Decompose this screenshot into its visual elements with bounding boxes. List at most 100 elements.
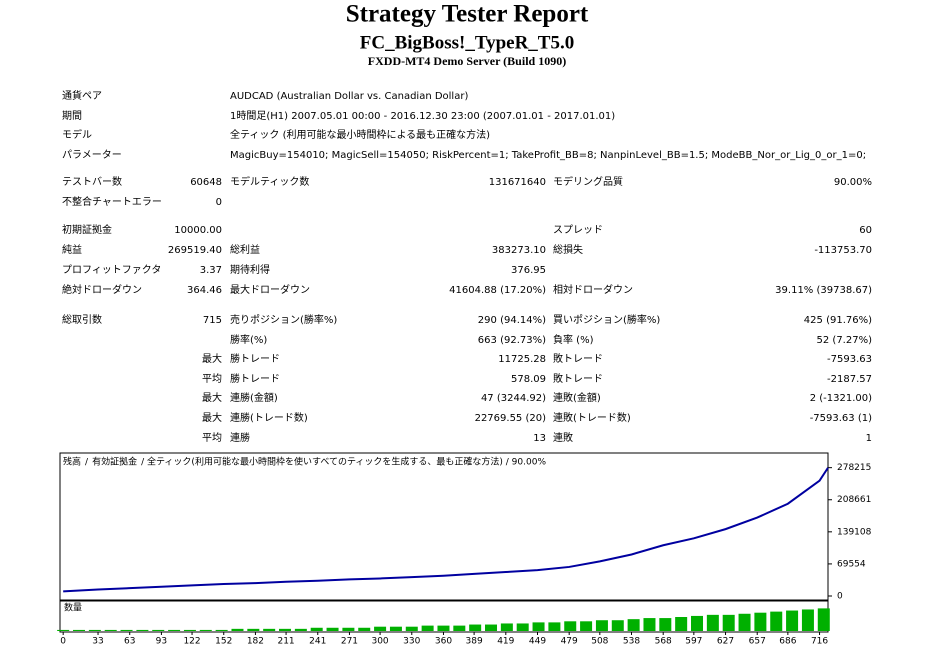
volume-bar bbox=[294, 628, 307, 631]
y-tick-label: 278215 bbox=[837, 463, 871, 473]
cell: 絶対ドローダウン bbox=[62, 283, 142, 296]
x-tick-label: 93 bbox=[156, 637, 167, 647]
server: FXDD-MT4 Demo Server (Build 1090) bbox=[368, 54, 566, 68]
cell: 買いポジション(勝率%) bbox=[553, 313, 660, 326]
info-label: モデル bbox=[62, 128, 92, 141]
cell: 総利益 bbox=[230, 243, 260, 256]
volume-bar bbox=[152, 629, 165, 631]
volume-bar bbox=[643, 618, 656, 631]
cell: 平均 bbox=[202, 373, 222, 385]
volume-bar bbox=[548, 622, 561, 631]
volume-bar bbox=[326, 627, 339, 631]
volume-bar bbox=[168, 629, 181, 631]
legend-item: / 全ティック(利用可能な最小時間枠を使いすべてのティックを生成する、最も正確な… bbox=[141, 456, 546, 468]
cell: -7593.63 (1) bbox=[810, 413, 872, 424]
cell: 敗トレード bbox=[553, 372, 603, 385]
cell: 最大 bbox=[202, 411, 222, 424]
x-tick-label: 657 bbox=[749, 637, 766, 647]
volume-bar bbox=[104, 629, 117, 631]
y-tick-label: 69554 bbox=[837, 559, 866, 569]
x-tick-label: 271 bbox=[341, 637, 358, 647]
volume-bar bbox=[516, 623, 529, 631]
cell: 初期証拠金 bbox=[62, 223, 112, 236]
cell: 47 (3244.92) bbox=[481, 393, 546, 404]
subtitle: FC_BigBoss!_TypeR_T5.0 bbox=[360, 32, 574, 53]
x-tick-label: 419 bbox=[497, 637, 514, 647]
volume-label: 数量 bbox=[64, 602, 82, 614]
cell: 平均 bbox=[202, 432, 222, 444]
cell: 敗トレード bbox=[553, 352, 603, 365]
x-tick-label: 686 bbox=[779, 637, 796, 647]
x-tick-label: 389 bbox=[466, 637, 483, 647]
x-tick-label: 627 bbox=[717, 637, 734, 647]
volume-bar bbox=[136, 629, 149, 631]
cell: モデルティック数 bbox=[230, 175, 309, 188]
legend-item: 残高 bbox=[63, 456, 81, 468]
cell: 364.46 bbox=[187, 285, 222, 296]
info-label: パラメーター bbox=[62, 149, 122, 161]
cell: -2187.57 bbox=[827, 374, 872, 385]
cell: テストバー数 bbox=[62, 175, 122, 188]
x-tick-label: 241 bbox=[309, 637, 326, 647]
cell: 11725.28 bbox=[498, 354, 546, 365]
volume-bar bbox=[627, 619, 640, 631]
volume-bar bbox=[342, 627, 355, 631]
cell: 総取引数 bbox=[62, 313, 102, 326]
cell: 578.09 bbox=[511, 374, 546, 385]
title: Strategy Tester Report bbox=[346, 1, 589, 28]
chart-frame bbox=[59, 452, 829, 601]
volume-bar bbox=[611, 620, 624, 631]
volume-bar bbox=[786, 610, 799, 631]
volume-bar bbox=[310, 627, 323, 631]
volume-bar bbox=[453, 625, 466, 631]
volume-bar bbox=[231, 628, 244, 631]
volume-bar bbox=[88, 629, 101, 631]
cell: 総損失 bbox=[553, 243, 583, 256]
y-tick-label: 208661 bbox=[837, 495, 871, 505]
volume-bar bbox=[595, 620, 608, 631]
info-value: AUDCAD (Australian Dollar vs. Canadian D… bbox=[230, 91, 468, 102]
volume-bar bbox=[722, 614, 735, 631]
cell: 勝トレード bbox=[230, 352, 280, 365]
cell: 90.00% bbox=[834, 177, 872, 188]
x-tick-label: 716 bbox=[811, 637, 828, 647]
cell: 最大ドローダウン bbox=[230, 283, 310, 296]
x-tick-label: 300 bbox=[371, 637, 388, 647]
volume-bar bbox=[247, 628, 260, 631]
volume-bar bbox=[421, 625, 434, 631]
cell: 52 (7.27%) bbox=[817, 335, 873, 346]
volume-bar bbox=[500, 623, 513, 631]
cell: 663 (92.73%) bbox=[478, 335, 546, 346]
x-tick-label: 63 bbox=[124, 637, 135, 647]
cell: 不整合チャートエラー bbox=[62, 195, 162, 208]
volume-bar bbox=[279, 628, 292, 631]
cell: 269519.40 bbox=[168, 245, 222, 256]
cell: 22769.55 (20) bbox=[475, 413, 547, 424]
volume-bar bbox=[706, 614, 719, 631]
cell: 売りポジション(勝率%) bbox=[230, 313, 337, 326]
x-tick-label: 122 bbox=[183, 637, 200, 647]
cell: プロフィットファクタ bbox=[62, 264, 161, 276]
x-tick-label: 360 bbox=[435, 637, 452, 647]
cell: 383273.10 bbox=[492, 245, 546, 256]
x-tick-label: 182 bbox=[247, 637, 264, 647]
cell: 1 bbox=[866, 433, 872, 444]
legend-item: 有効証拠金 bbox=[92, 456, 137, 468]
volume-bar bbox=[405, 626, 418, 631]
info-value: 1時間足(H1) 2007.05.01 00:00 - 2016.12.30 2… bbox=[230, 110, 615, 122]
volume-bar bbox=[532, 622, 545, 631]
volume-bar bbox=[659, 618, 672, 631]
cell: 最大 bbox=[202, 352, 222, 365]
volume-bar bbox=[199, 629, 212, 631]
legend-item: / bbox=[85, 458, 89, 468]
cell: 勝率(%) bbox=[230, 333, 267, 346]
cell: 715 bbox=[203, 315, 222, 326]
cell: モデリング品質 bbox=[553, 175, 623, 188]
balance-line bbox=[63, 467, 829, 593]
cell: -7593.63 bbox=[827, 354, 872, 365]
volume-bar bbox=[485, 624, 498, 631]
x-tick-label: 597 bbox=[685, 637, 702, 647]
volume-bar bbox=[120, 629, 133, 631]
